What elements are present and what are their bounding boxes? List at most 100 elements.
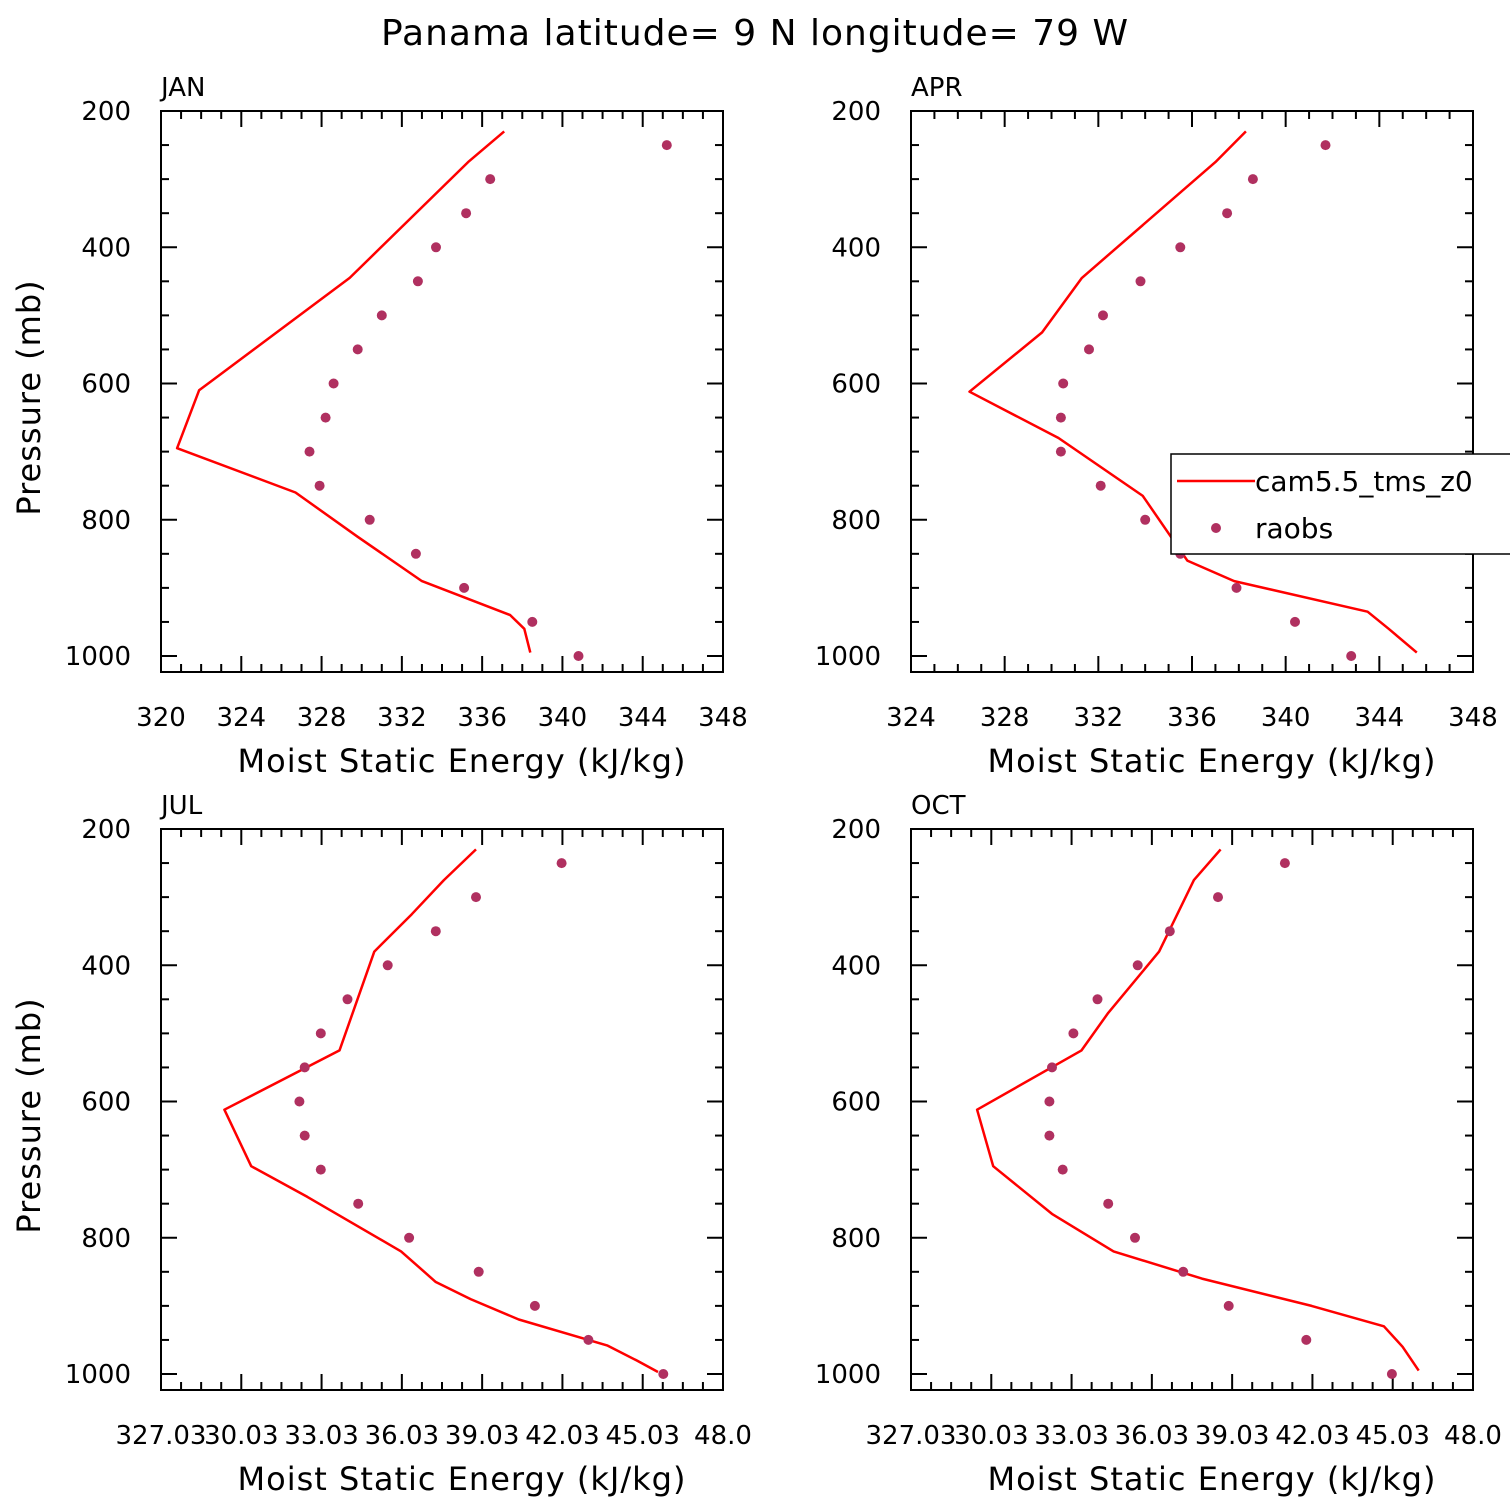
y-tick-label: 800 (831, 506, 881, 536)
x-tick-label: 336 (457, 703, 507, 733)
y-tick-label: 600 (81, 370, 131, 400)
obs-point (1058, 378, 1069, 389)
obs-point (342, 994, 353, 1005)
obs-point (1044, 1130, 1055, 1141)
obs-point (430, 926, 441, 937)
obs-point (1135, 276, 1146, 287)
x-tick-label: 36.03 (1115, 1421, 1189, 1451)
series-line-model (223, 848, 659, 1374)
x-tick-label: 344 (618, 703, 668, 733)
y-tick-label: 400 (81, 233, 131, 263)
x-axis-label: Moist Static Energy (kJ/kg) (238, 1460, 687, 1498)
obs-point (364, 514, 375, 525)
x-tick-label: 327.03 (116, 1421, 207, 1451)
y-tick-label: 800 (831, 1224, 881, 1254)
y-tick-label: 1000 (815, 1360, 881, 1390)
obs-point (527, 616, 538, 627)
obs-point (1386, 1369, 1397, 1379)
obs-point (299, 1062, 310, 1073)
x-tick-label: 39.03 (1195, 1421, 1269, 1451)
y-tick-label: 600 (831, 370, 881, 400)
obs-point (328, 378, 339, 389)
x-tick-label: 33.03 (284, 1421, 358, 1451)
x-tick-label: 39.03 (445, 1421, 519, 1451)
obs-point (352, 344, 363, 355)
obs-point (461, 208, 472, 219)
plot-area (968, 130, 1418, 661)
obs-point (404, 1232, 415, 1243)
obs-point (1084, 344, 1094, 355)
obs-point (1223, 1300, 1234, 1311)
obs-point (1222, 208, 1233, 219)
legend-box (1170, 453, 1510, 555)
obs-point (1175, 242, 1186, 253)
x-axis-label: Moist Static Energy (kJ/kg) (988, 1460, 1437, 1498)
obs-point (485, 174, 496, 185)
x-tick-label: 344 (1355, 703, 1405, 733)
obs-point (1095, 480, 1106, 491)
panel-jan: 200 400 600 800 1000 320 324 328 332 336 340 344 348… (10, 73, 748, 780)
x-axis-label: Moist Static Energy (kJ/kg) (238, 742, 687, 780)
obs-point (529, 1300, 540, 1311)
x-tick-label: 348 (1448, 703, 1498, 733)
x-tick-label: 328 (980, 703, 1030, 733)
y-axis-label: Pressure (mb) (10, 279, 48, 515)
x-tick-label: 48.0 (1444, 1421, 1502, 1451)
obs-point (376, 310, 387, 321)
x-axis-label: Moist Static Energy (kJ/kg) (988, 742, 1437, 780)
obs-point (1068, 1028, 1079, 1039)
x-tick-label: 332 (1074, 703, 1124, 733)
y-tick-label: 600 (831, 1088, 881, 1118)
obs-point (315, 1028, 326, 1039)
figure-title: Panama latitude= 9 N longitude= 79 W (381, 13, 1129, 54)
series-line-model (968, 130, 1418, 654)
y-tick-label: 1000 (815, 642, 881, 672)
obs-point (1055, 412, 1066, 423)
obs-point (459, 582, 470, 593)
obs-point (1132, 960, 1143, 971)
obs-point (1320, 140, 1331, 151)
series-line-model (975, 848, 1420, 1372)
obs-point (1164, 926, 1175, 937)
obs-point (658, 1369, 669, 1379)
obs-point (1130, 1232, 1140, 1243)
x-tick-label: 340 (1261, 703, 1311, 733)
x-tick-label: 320 (136, 703, 186, 733)
plot-area (175, 130, 672, 661)
obs-point (1140, 514, 1151, 525)
obs-point (1044, 1096, 1055, 1107)
panel-title: OCT (911, 791, 966, 821)
panel-apr: 200 400 600 800 1000 324 328 332 336 340 344 348 APR… (815, 73, 1498, 780)
x-tick-label: 33.03 (1034, 1421, 1108, 1451)
y-tick-label: 800 (81, 1224, 131, 1254)
obs-point (1103, 1198, 1114, 1209)
y-tick-label: 400 (831, 233, 881, 263)
obs-point (1098, 310, 1108, 321)
obs-point (1279, 858, 1290, 869)
obs-point (471, 892, 481, 903)
obs-point (1301, 1334, 1312, 1345)
x-tick-label: 45.03 (605, 1421, 679, 1451)
x-tick-label: 348 (698, 703, 748, 733)
y-tick-label: 600 (81, 1088, 131, 1118)
obs-point (1247, 174, 1258, 185)
obs-point (556, 858, 567, 869)
obs-point (1213, 892, 1223, 903)
y-tick-label: 200 (81, 815, 131, 845)
x-tick-label: 324 (216, 703, 266, 733)
panel-title: APR (911, 73, 963, 103)
obs-point (1047, 1062, 1057, 1073)
x-tick-label: 336 (1167, 703, 1217, 733)
x-tick-label: 324 (886, 703, 936, 733)
panel-title: JAN (159, 73, 205, 103)
y-tick-label: 1000 (65, 642, 131, 672)
x-tick-label: 340 (538, 703, 588, 733)
x-tick-label: 45.03 (1355, 1421, 1429, 1451)
obs-point (1178, 1266, 1189, 1277)
x-tick-label: 327.03 (866, 1421, 957, 1451)
